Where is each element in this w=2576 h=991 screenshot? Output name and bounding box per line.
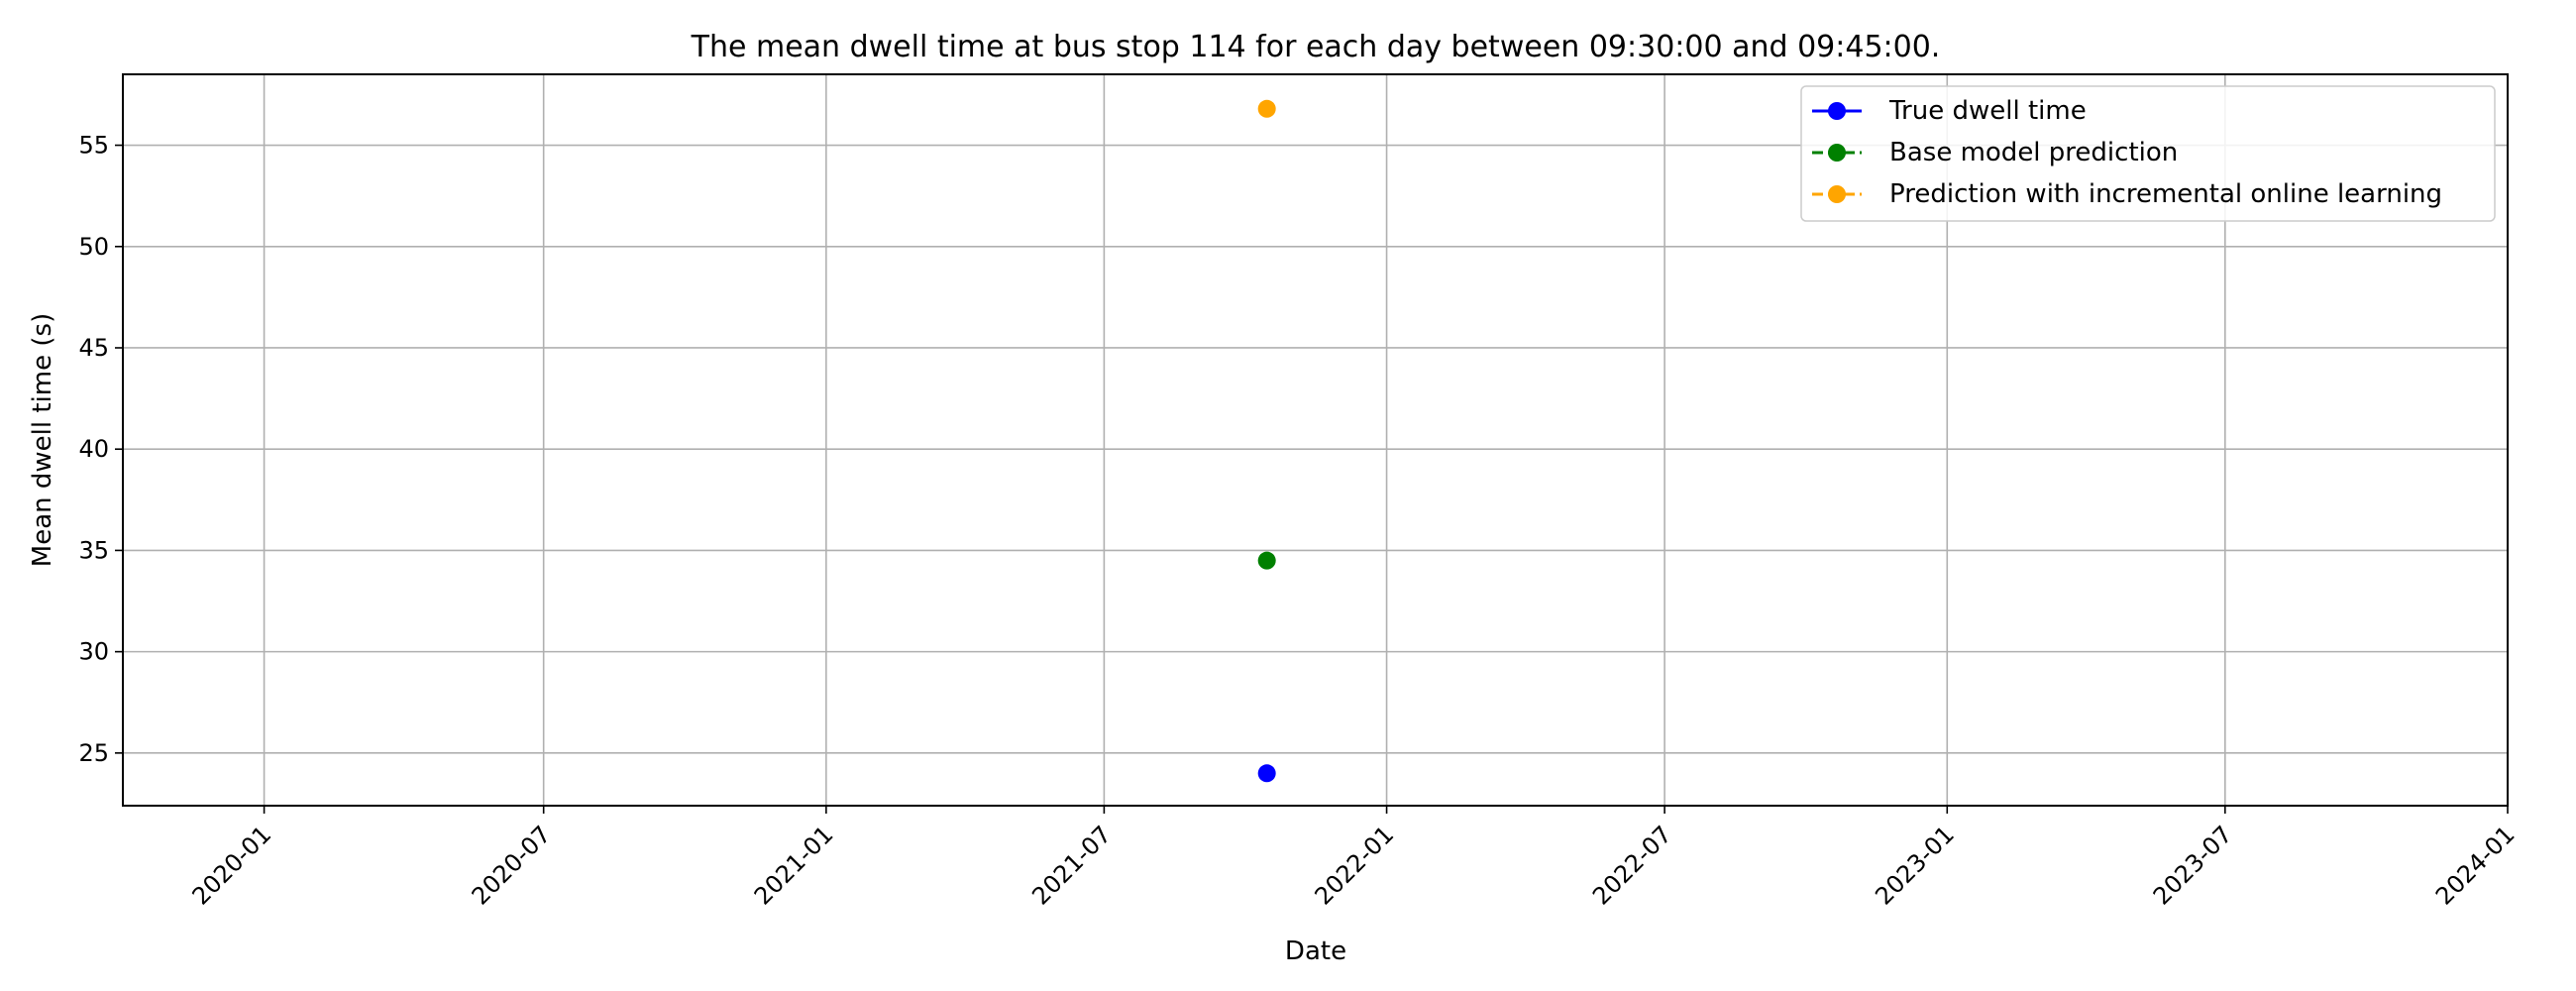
y-axis-ticks: 25 30 35 40 45 50 55 — [78, 132, 123, 767]
y-tick-label: 30 — [78, 638, 109, 666]
y-axis-label: Mean dwell time (s) — [28, 313, 57, 567]
y-tick-label: 35 — [78, 536, 109, 564]
data-marks — [1257, 99, 1276, 783]
legend-label: True dwell time — [1888, 96, 2087, 126]
y-tick-label: 55 — [78, 132, 109, 160]
legend-swatch-marker — [1828, 102, 1846, 120]
legend-swatch-marker — [1828, 144, 1846, 162]
y-tick-label: 45 — [78, 334, 109, 362]
data-point — [1257, 551, 1276, 570]
legend-box — [1800, 85, 2496, 222]
data-point — [1257, 764, 1276, 783]
legend-label: Prediction with incremental online learn… — [1889, 179, 2442, 209]
plot-area-frame — [122, 73, 2509, 807]
x-axis-label: Date — [1285, 936, 1346, 966]
legend: True dwell time Base model prediction Pred… — [1800, 85, 2496, 222]
y-tick-label: 25 — [78, 739, 109, 767]
data-point — [1257, 99, 1276, 118]
legend-swatch-marker — [1828, 185, 1846, 203]
y-tick-label: 50 — [78, 233, 109, 261]
chart-title: The mean dwell time at bus stop 114 for … — [691, 30, 1941, 64]
legend-label: Base model prediction — [1889, 138, 2178, 167]
y-tick-label: 40 — [78, 435, 109, 463]
